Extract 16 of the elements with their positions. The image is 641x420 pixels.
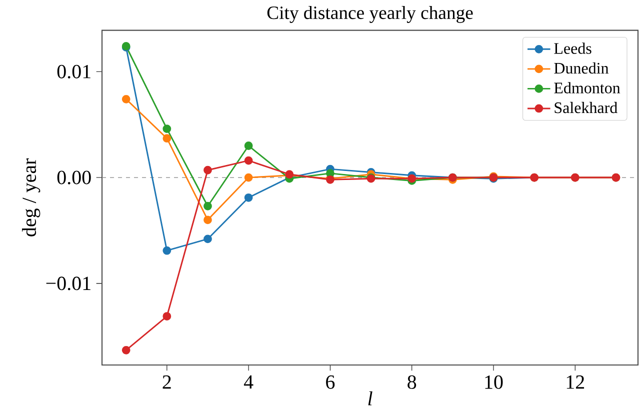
y-tick-label: −0.01 [46, 276, 90, 290]
x-axis-title: l [368, 391, 372, 406]
x-tick-label: 8 [408, 375, 416, 389]
x-tick-label: 12 [566, 375, 584, 389]
legend-label: Leeds [554, 42, 592, 54]
legend-label: Edmonton [554, 82, 620, 94]
chart-title: City distance yearly change [267, 6, 473, 23]
y-axis-title: deg / year [22, 158, 40, 236]
x-tick-label: 6 [326, 375, 335, 389]
x-tick-label: 10 [485, 375, 503, 389]
y-tick-label: 0.00 [57, 170, 91, 184]
y-tick-label: 0.01 [57, 64, 90, 78]
x-tick-label: 2 [162, 375, 171, 389]
legend-label: Dunedin [554, 62, 609, 74]
x-tick-label: 4 [244, 375, 254, 389]
legend-label: Salekhard [554, 102, 618, 114]
